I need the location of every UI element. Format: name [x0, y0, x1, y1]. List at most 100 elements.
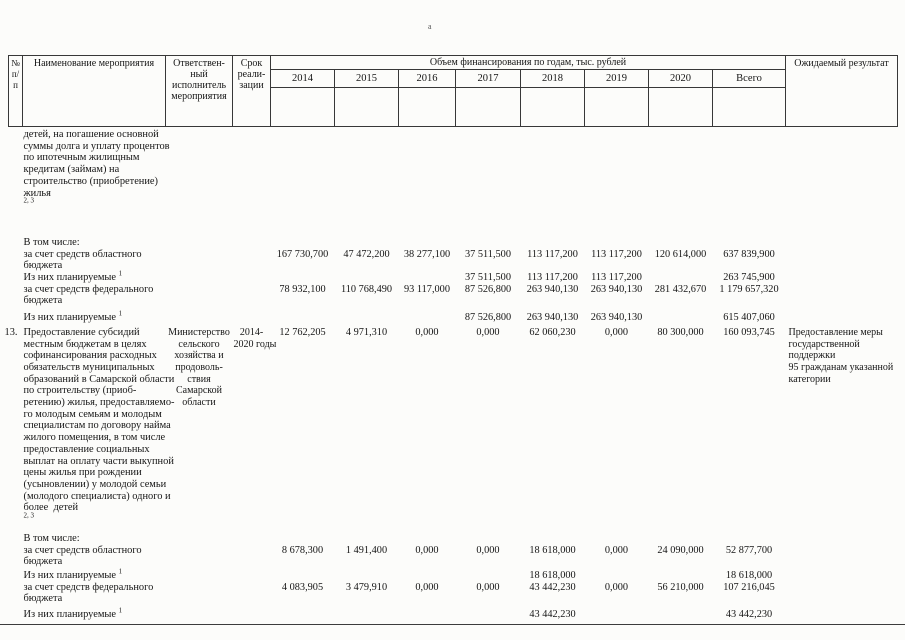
- cell-value-2018: [521, 127, 585, 237]
- cell-value-2015: 47 472,200: [343, 248, 390, 260]
- cell-value-2017: 0,000: [476, 544, 500, 556]
- cell-value-2018: 18 618,000: [529, 569, 576, 581]
- cell-value-2016: [399, 568, 456, 582]
- activity-text: за счет средств областного бюджета: [23, 544, 142, 568]
- col-header-num: № п/п: [8, 55, 23, 127]
- cell-expected-result: Предоставление меры государственной подд…: [788, 326, 894, 385]
- cell-activity-name: В том числе:: [23, 533, 166, 545]
- year-header-2016: 2016: [398, 69, 456, 88]
- cell-expected-result: [786, 307, 898, 324]
- table-row: Из них планируемые 1 43 442,230 43 442,230: [9, 605, 898, 621]
- cell-value-2019: [585, 605, 649, 621]
- cell-executor: [166, 307, 233, 324]
- cell-expected-result: [786, 605, 898, 621]
- cell-value-2020: [649, 127, 713, 237]
- cell-value-2020: [649, 237, 713, 249]
- cell-value-2020: [649, 605, 713, 621]
- cell-term: [233, 582, 271, 605]
- financing-table: № п/п Наименование мероприятия Ответстве…: [5, 55, 898, 621]
- year-header-2019: 2019: [584, 69, 649, 88]
- activity-text: В том числе:: [23, 532, 80, 544]
- cell-value-2018: 113 117,200: [527, 248, 578, 260]
- year-header-2015: 2015: [334, 69, 399, 88]
- cell-expected-result: [786, 237, 898, 249]
- cell-value-2014: 8 678,300: [281, 544, 324, 556]
- table-row: детей, на погашение основной суммы долга…: [9, 127, 898, 237]
- table-row: за счет средств областного бюджета 167 73…: [9, 249, 898, 272]
- cell-value-2018: 43 442,230: [529, 609, 576, 621]
- footnote-marker: 1: [118, 606, 123, 615]
- cell-value-2017: 37 511,500: [465, 248, 511, 260]
- cell-value-2016: [399, 307, 456, 324]
- cell-executor: Министерство сельского хозяйства и продо…: [168, 326, 230, 409]
- cell-term: [233, 237, 271, 249]
- cell-activity-name: за счет средств федерального бюджета: [23, 284, 166, 307]
- cell-value-2014: [271, 237, 335, 249]
- cell-activity-name: Предоставление субсидий местным бюджетам…: [23, 324, 175, 533]
- cell-value-total: 18 618,000: [725, 569, 773, 581]
- cell-value-2020: 80 300,000: [657, 326, 704, 338]
- cell-value-2014: [271, 533, 335, 545]
- cell-value-2020: [649, 272, 713, 284]
- cell-executor: [166, 249, 233, 272]
- year-header-2014: 2014: [270, 69, 335, 88]
- spacer-cell: [712, 87, 786, 127]
- cell-executor: [166, 582, 233, 605]
- cell-value-2017: 0,000: [476, 581, 500, 593]
- cell-activity-name: В том числе:: [23, 237, 166, 249]
- cell-row-number: [9, 545, 23, 568]
- activity-text: Из них планируемые: [23, 272, 119, 284]
- cell-value-2019: 0,000: [604, 326, 629, 338]
- cell-value-2014: 12 762,205: [279, 326, 326, 338]
- cell-value-2016: [399, 605, 456, 621]
- spacer-cell: [270, 87, 335, 127]
- cell-value-2016: 0,000: [415, 581, 439, 593]
- cell-value-total: [713, 237, 786, 249]
- activity-text: за счет средств областного бюджета: [23, 248, 142, 272]
- cell-value-2019: 113 117,200: [591, 272, 642, 284]
- year-header-total: Всего: [712, 69, 786, 88]
- cell-value-2014: [271, 307, 335, 324]
- table-header: № п/п Наименование мероприятия Ответстве…: [8, 55, 898, 127]
- cell-value-2015: [335, 237, 399, 249]
- cell-value-2016: [399, 272, 456, 284]
- cell-value-2015: [335, 272, 399, 284]
- cell-value-2014: 4 083,905: [281, 581, 324, 593]
- spacer-cell: [648, 87, 713, 127]
- col-header-term: Срок реали- зации: [232, 55, 271, 127]
- cell-row-number: [9, 237, 23, 249]
- cell-value-2018: [521, 533, 585, 545]
- cell-value-2019: 263 940,130: [590, 283, 643, 295]
- table-row: за счет средств областного бюджета 8 678,…: [9, 545, 898, 568]
- col-header-executor: Ответствен- ный исполнитель мероприятия: [165, 55, 233, 127]
- col-header-result: Ожидаемый результат: [785, 55, 898, 127]
- table-row: за счет средств федерального бюджета 4 08…: [9, 582, 898, 605]
- cell-executor: [166, 237, 233, 249]
- cell-value-2020: 120 614,000: [654, 248, 707, 260]
- cell-executor: [166, 533, 233, 545]
- cell-term: [233, 533, 271, 545]
- cell-row-number: [9, 568, 23, 582]
- activity-text: Из них планируемые: [23, 569, 119, 581]
- cell-row-number: [9, 249, 23, 272]
- activity-text: В том числе:: [23, 236, 80, 248]
- cell-value-2019: 263 940,130: [590, 312, 643, 324]
- cell-value-2015: [335, 533, 399, 545]
- year-header-2017: 2017: [455, 69, 521, 88]
- cell-value-2018: 62 060,230: [529, 326, 576, 338]
- cell-value-2018: 18 618,000: [529, 544, 576, 556]
- cell-activity-name: за счет средств областного бюджета: [23, 249, 166, 272]
- cell-value-2014: 78 932,100: [279, 283, 326, 295]
- cell-value-2016: [399, 127, 456, 237]
- cell-row-number: [9, 533, 23, 545]
- cell-value-total: 263 745,900: [723, 272, 775, 284]
- table-row: 13. Предоставление субсидий местным бюдже…: [5, 324, 898, 533]
- activity-text: Предоставление субсидий местным бюджетам…: [23, 326, 175, 514]
- cell-expected-result: [786, 545, 898, 568]
- cell-value-2018: 43 442,230: [529, 581, 576, 593]
- cell-executor: [166, 545, 233, 568]
- cell-value-2020: 24 090,000: [657, 544, 704, 556]
- year-header-2018: 2018: [520, 69, 585, 88]
- cell-value-2020: 281 432,670: [654, 283, 707, 295]
- table-row: Из них планируемые 1 87 526,800 263 940,13…: [9, 307, 898, 324]
